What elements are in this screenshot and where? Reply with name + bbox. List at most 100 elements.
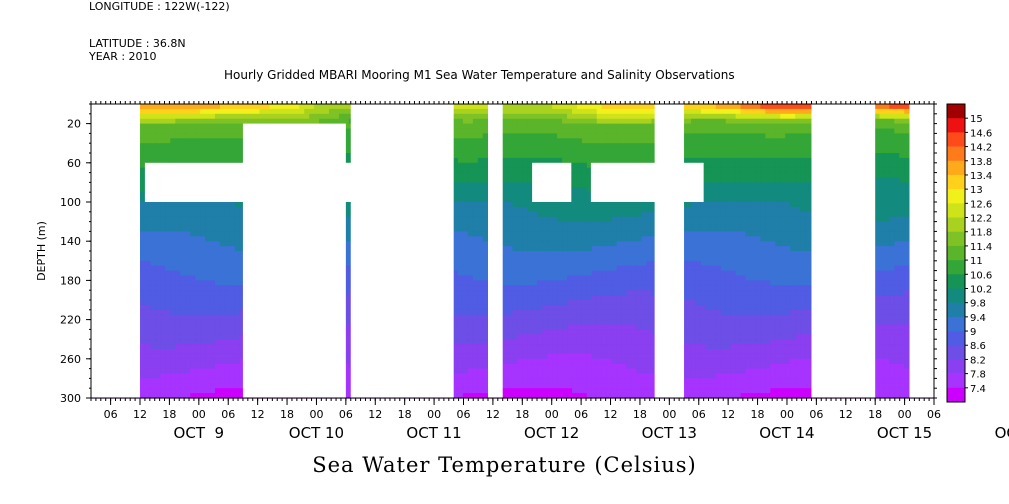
heatmap-cell <box>457 226 464 232</box>
heatmap-cell <box>160 295 166 301</box>
heatmap-cell <box>170 206 176 213</box>
heatmap-cell <box>482 368 489 375</box>
heatmap-cell <box>472 324 479 330</box>
heatmap-cell <box>190 206 196 213</box>
heatmap-cell <box>219 260 226 267</box>
heatmap-cell <box>155 275 162 281</box>
heatmap-cell <box>289 118 295 125</box>
heatmap-cell <box>155 157 162 164</box>
heatmap-cell <box>219 324 226 330</box>
heatmap-cell <box>170 118 176 125</box>
heatmap-cell <box>224 128 231 134</box>
heatmap-cell <box>160 148 166 154</box>
heatmap-cell <box>185 319 191 326</box>
heatmap-cell <box>472 368 479 375</box>
heatmap-cell <box>482 358 489 365</box>
heatmap-cell <box>343 373 350 379</box>
heatmap-cell <box>140 309 147 316</box>
heatmap-cell <box>462 113 469 120</box>
heatmap-cell <box>214 363 221 370</box>
heatmap-cell <box>234 393 241 399</box>
heatmap-cell <box>462 153 469 159</box>
heatmap-cell <box>219 241 226 247</box>
heatmap-cell <box>477 270 484 277</box>
heatmap-cell <box>170 153 176 159</box>
heatmap-cell <box>229 339 236 345</box>
heatmap-cell <box>165 255 171 262</box>
heatmap-cell <box>205 358 211 365</box>
heatmap-cell <box>239 108 246 115</box>
heatmap-cell <box>457 265 464 272</box>
heatmap-cell <box>482 349 489 355</box>
heatmap-cell <box>185 295 191 301</box>
heatmap-cell <box>214 319 221 326</box>
heatmap-cell <box>472 314 479 321</box>
heatmap-cell <box>214 157 221 164</box>
heatmap-cell <box>170 157 176 164</box>
heatmap-cell <box>234 280 241 286</box>
heatmap-cell <box>229 290 236 296</box>
heatmap-cell <box>195 206 201 213</box>
heatmap-cell <box>175 260 181 267</box>
heatmap-cell <box>190 123 196 130</box>
heatmap-cell <box>195 255 201 262</box>
heatmap-cell <box>140 202 147 208</box>
heatmap-cell <box>219 383 226 389</box>
heatmap-cell <box>269 118 276 125</box>
heatmap-cell <box>457 334 464 340</box>
heatmap-cell <box>195 353 201 360</box>
heatmap-cell <box>472 260 479 267</box>
heatmap-cell <box>457 216 464 223</box>
heatmap-cell <box>219 285 226 291</box>
heatmap-cell <box>452 309 459 316</box>
heatmap-cell <box>219 388 226 394</box>
heatmap-cell <box>145 246 152 252</box>
heatmap-cell <box>195 153 201 159</box>
heatmap-cell <box>477 211 484 218</box>
heatmap-cell <box>200 368 206 375</box>
heatmap-cell <box>472 353 479 360</box>
heatmap-cell <box>477 344 484 350</box>
heatmap-cell <box>180 108 186 115</box>
heatmap-cell <box>145 202 152 208</box>
heatmap-cell <box>165 236 171 242</box>
heatmap-cell <box>200 211 206 218</box>
heatmap-cell <box>224 133 231 139</box>
heatmap-cell <box>477 231 484 237</box>
heatmap-cell <box>145 241 152 247</box>
heatmap-cell <box>452 393 459 399</box>
heatmap-cell <box>452 172 459 179</box>
heatmap-cell <box>150 148 157 154</box>
heatmap-cell <box>472 363 479 370</box>
heatmap-cell <box>472 236 479 242</box>
heatmap-cell <box>224 270 231 277</box>
heatmap-cell <box>224 349 231 355</box>
heatmap-cell <box>457 324 464 330</box>
heatmap-cell <box>462 383 469 389</box>
heatmap-cell <box>210 216 216 223</box>
heatmap-cell <box>155 104 162 110</box>
heatmap-cell <box>165 148 171 154</box>
heatmap-cell <box>462 368 469 375</box>
heatmap-cell <box>482 206 489 213</box>
heatmap-cell <box>467 353 474 360</box>
heatmap-cell <box>210 388 216 394</box>
heatmap-cell <box>482 319 489 326</box>
heatmap-cell <box>224 314 231 321</box>
heatmap-cell <box>224 246 231 252</box>
heatmap-cell <box>477 275 484 281</box>
heatmap-cell <box>150 113 157 120</box>
heatmap-cell <box>343 118 350 125</box>
heatmap-cell <box>185 246 191 252</box>
heatmap-cell <box>205 251 211 257</box>
heatmap-cell <box>165 265 171 272</box>
heatmap-cell <box>210 206 216 213</box>
heatmap-cell <box>140 167 147 174</box>
heatmap-cell <box>452 216 459 223</box>
heatmap-cell <box>145 143 152 149</box>
heatmap-cell <box>224 260 231 267</box>
heatmap-cell <box>472 344 479 350</box>
heatmap-cell <box>219 373 226 379</box>
heatmap-cell <box>180 202 186 208</box>
heatmap-cell <box>150 290 157 296</box>
